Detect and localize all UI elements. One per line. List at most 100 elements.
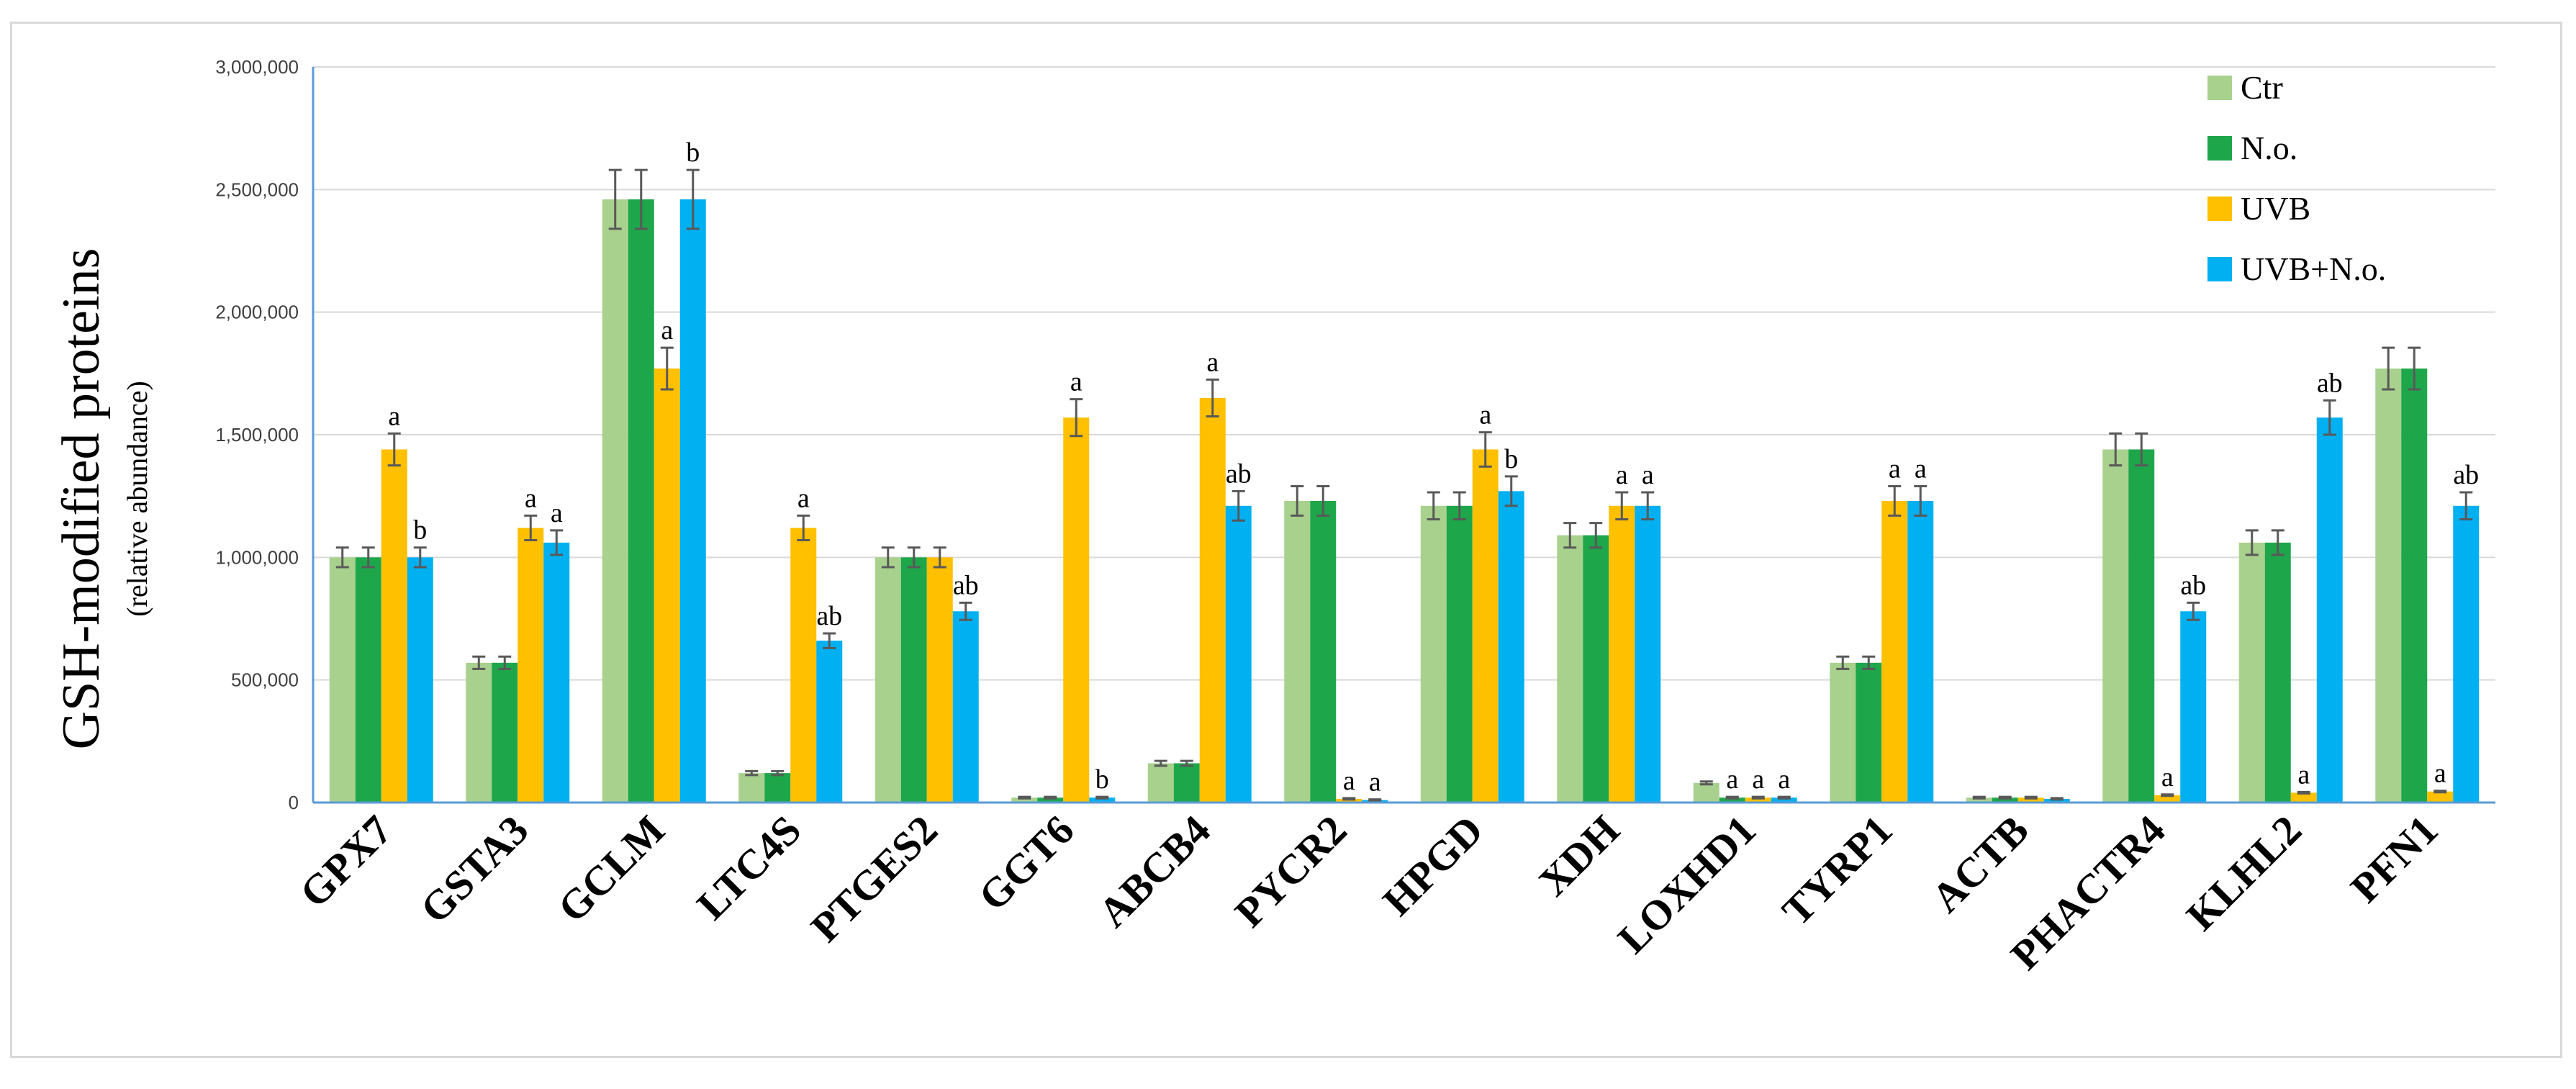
- axis-titles: GSH-modified proteins (relative abundanc…: [52, 248, 153, 750]
- significance-label: a: [1616, 460, 1628, 490]
- legend-swatch: [2207, 136, 2232, 161]
- bar-uvb-n-o--xdh: [1635, 505, 1661, 803]
- bar-uvb-actb: [2017, 797, 2044, 803]
- bar-uvb-n-o--ptges2: [952, 611, 979, 803]
- bar-uvb-n-o--klhl2: [2316, 417, 2343, 803]
- bar-ctr-ggt6: [1011, 797, 1038, 803]
- significance-label: a: [1070, 367, 1083, 397]
- bar-n-o--abcb4: [1173, 763, 1200, 803]
- bar-n-o--loxhd1: [1719, 797, 1745, 803]
- category-label: GPX7: [291, 806, 401, 916]
- y-tick-label: 2,000,000: [215, 302, 299, 323]
- bar-ctr-xdh: [1557, 535, 1583, 803]
- significance-label: ab: [953, 570, 979, 600]
- bar-uvb-n-o--hpgd: [1498, 491, 1524, 803]
- significance-label: b: [413, 515, 427, 546]
- bar-n-o--klhl2: [2264, 542, 2291, 803]
- chart-frame: a b a a a b a ab ab a b a ab a a a b a a a a a a a a ab a ab a ab 0 50…: [10, 22, 2562, 1058]
- category-label: TYRP1: [1773, 806, 1901, 934]
- significance-label: a: [1642, 460, 1654, 490]
- significance-label: a: [2297, 759, 2310, 790]
- significance-label: a: [525, 483, 537, 513]
- y-tick-label: 1,500,000: [215, 424, 299, 446]
- legend-label: Ctr: [2241, 69, 2283, 106]
- significance-label: a: [797, 483, 810, 513]
- bar-n-o--ltc4s: [764, 773, 791, 803]
- bar-uvb-pfn1: [2427, 791, 2454, 803]
- bar-uvb-n-o--actb: [2043, 798, 2070, 803]
- significance-label: a: [1889, 454, 1901, 484]
- bar-ctr-pycr2: [1284, 500, 1311, 803]
- category-label: HPGD: [1374, 806, 1492, 924]
- bar-ctr-phactr4: [2102, 449, 2129, 803]
- category-label: ABCB4: [1090, 806, 1219, 936]
- significance-label: b: [1504, 444, 1518, 474]
- bar-n-o--phactr4: [2128, 449, 2155, 803]
- category-label: PYCR2: [1226, 806, 1355, 936]
- bar-n-o--pycr2: [1310, 500, 1337, 803]
- significance-label: ab: [1226, 458, 1252, 489]
- significance-label: a: [1369, 767, 1381, 797]
- bar-uvb-tyrp1: [1881, 500, 1908, 803]
- bar-ctr-hpgd: [1420, 505, 1447, 803]
- bar-uvb-hpgd: [1472, 449, 1499, 803]
- bar-uvb-klhl2: [2290, 792, 2317, 803]
- bar-uvb-xdh: [1609, 505, 1635, 803]
- bar-uvb-n-o--ltc4s: [816, 641, 843, 803]
- bar-uvb-n-o--tyrp1: [1907, 500, 1934, 803]
- category-label: KLHL2: [2177, 806, 2310, 939]
- bar-ctr-gclm: [602, 199, 628, 803]
- category-label: ACTB: [1922, 806, 2038, 921]
- bar-uvb-ptges2: [926, 557, 953, 803]
- bar-ctr-loxhd1: [1693, 782, 1719, 803]
- significance-label: b: [686, 137, 700, 168]
- bar-ctr-gsta3: [466, 662, 492, 803]
- bar-n-o--ptges2: [900, 557, 927, 803]
- y-tick-labels: 0 500,000 1,000,000 1,500,000 2,000,000 2,500…: [215, 56, 299, 813]
- significance-label: a: [2161, 762, 2174, 792]
- bar-n-o--ggt6: [1037, 797, 1064, 803]
- y-tick-label: 500,000: [231, 669, 299, 691]
- bar-n-o--pfn1: [2401, 369, 2428, 803]
- bar-uvb-n-o--ggt6: [1089, 797, 1116, 803]
- bar-n-o--actb: [1992, 797, 2018, 803]
- bar-uvb-loxhd1: [1745, 797, 1771, 803]
- legend-swatch: [2207, 257, 2232, 281]
- bar-uvb-n-o--abcb4: [1225, 505, 1252, 803]
- bar-n-o--hpgd: [1446, 505, 1473, 803]
- bar-n-o--gclm: [628, 199, 654, 803]
- significance-label: a: [551, 498, 563, 528]
- bar-n-o--tyrp1: [1856, 662, 1882, 803]
- significance-label: a: [1726, 764, 1738, 795]
- y-tick-label: 1,000,000: [215, 546, 299, 568]
- bar-n-o--gsta3: [492, 662, 518, 803]
- significance-label: a: [1479, 400, 1491, 430]
- significance-label: a: [1752, 764, 1764, 795]
- bar-uvb-pycr2: [1336, 798, 1362, 803]
- bar-n-o--gpx7: [355, 557, 381, 803]
- y-tick-label: 3,000,000: [215, 56, 299, 78]
- bar-ctr-tyrp1: [1830, 662, 1856, 803]
- significance-label: ab: [2180, 570, 2206, 600]
- significance-label: ab: [816, 601, 842, 631]
- bars: [329, 199, 2480, 803]
- y-tick-label: 2,500,000: [215, 179, 299, 200]
- bar-uvb-gsta3: [518, 528, 544, 803]
- bar-uvb-abcb4: [1199, 397, 1226, 803]
- bar-uvb-n-o--loxhd1: [1771, 797, 1797, 803]
- category-label: PFN1: [2341, 806, 2446, 911]
- error-bars: [335, 168, 2473, 803]
- significance-label: a: [1343, 766, 1355, 796]
- significance-label: a: [1206, 347, 1219, 377]
- bar-uvb-n-o--gclm: [679, 199, 706, 803]
- legend-swatch: [2207, 196, 2232, 221]
- y-axis-title: GSH-modified proteins: [52, 248, 111, 750]
- bar-uvb-n-o--phactr4: [2180, 611, 2207, 803]
- bar-ctr-actb: [1966, 797, 1992, 803]
- category-label: PTGES2: [802, 806, 946, 951]
- y-tick-label: 0: [289, 792, 299, 813]
- bar-uvb-gpx7: [381, 449, 407, 803]
- significance-label: ab: [2453, 460, 2479, 490]
